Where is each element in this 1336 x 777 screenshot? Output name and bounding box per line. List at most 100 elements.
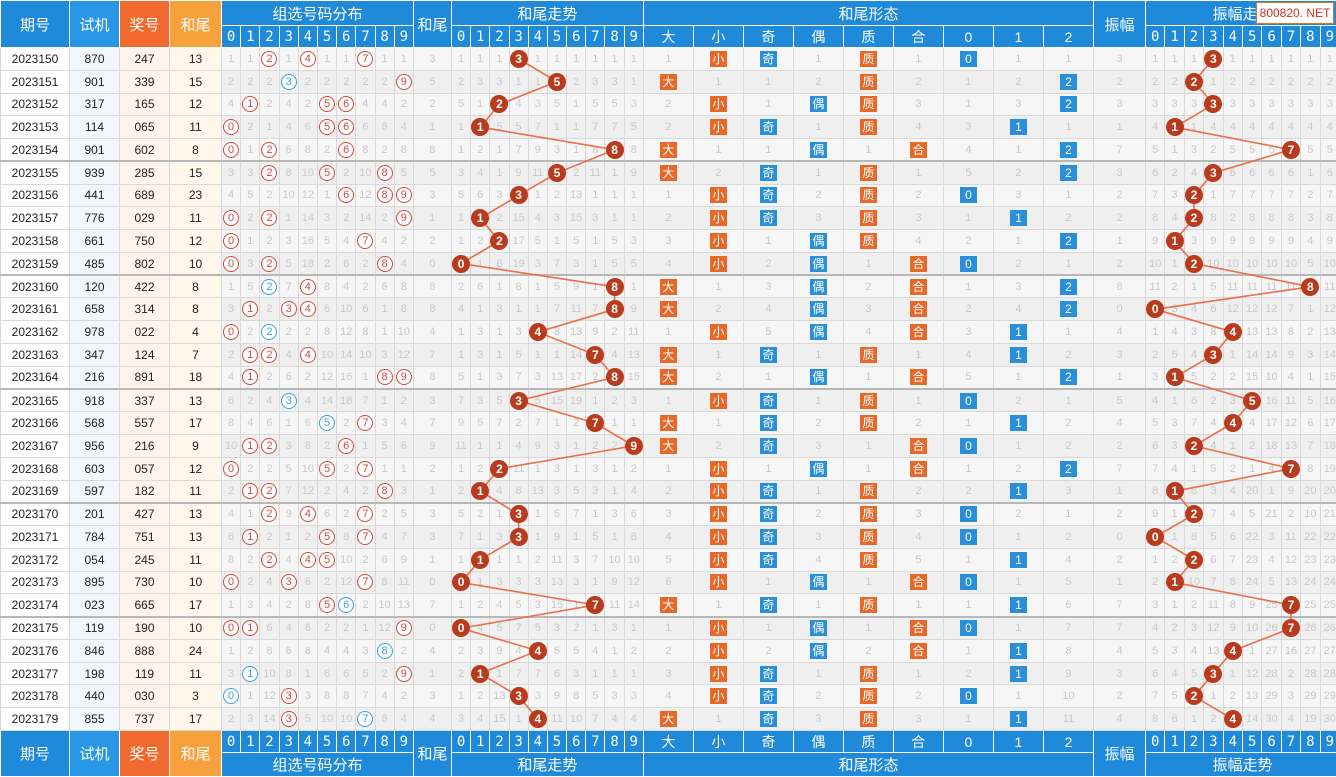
hw-form-tag: 质 <box>859 73 877 90</box>
amp-trend-cell: 1 <box>1183 115 1205 140</box>
hw-form-cell: 2 <box>992 251 1044 276</box>
hw-form-cell: 1 <box>1042 501 1095 527</box>
zx-cell: 12 <box>393 342 414 367</box>
hw-trend-cell: 1 <box>450 115 472 140</box>
zx-cell: 4 <box>240 411 261 436</box>
hw-trend-cell: 4 <box>604 707 625 731</box>
hw-trend-cell: 7 <box>508 138 529 162</box>
hw-form-cell: 奇 <box>742 160 794 185</box>
hw-form-cell: 合 <box>892 434 944 458</box>
amp-trend-cell: 4 <box>1300 115 1321 140</box>
amp-trend-cell: 1 <box>1164 387 1185 413</box>
amp-trend-cell: 1 <box>1164 479 1185 504</box>
amp-trend-cell: 6 <box>1145 661 1166 686</box>
zx-cell: 4 <box>316 638 338 663</box>
hw-form-cell: 1 <box>942 274 994 299</box>
amp-trend-cell: 8 <box>1280 206 1302 231</box>
hw-form-cell: 大 <box>642 160 694 185</box>
amp-trend-cell: 13 <box>1241 684 1263 709</box>
zx-cell: 4 <box>278 115 299 140</box>
amp-trend-cell: 22 <box>1319 525 1336 549</box>
amp-trend-cell: 3 <box>1261 92 1282 117</box>
zx-cell: 2 <box>259 501 280 527</box>
hw-trend-cell: 7 <box>489 411 510 436</box>
trial-cell: 661 <box>69 229 120 253</box>
hw-trend-ball: 2 <box>490 95 509 114</box>
hw-trend-cell: 15 <box>489 707 510 731</box>
zx-cell: 1 <box>259 115 280 140</box>
hw-form-cell: 大 <box>642 411 694 436</box>
amp-trend-cell: 0 <box>1145 297 1166 322</box>
amp-trend-cell: 11 <box>1319 274 1336 299</box>
zx-cell: 1 <box>240 229 261 253</box>
hw-trend-cell: 3 <box>546 434 568 458</box>
hw-form-cell: 质 <box>842 115 894 140</box>
hw-form-cell: 1 <box>992 707 1044 731</box>
header-form-col-8: 2 <box>1042 25 1095 48</box>
zx-hit-marker: 3 <box>280 711 297 728</box>
zx-cell: 5 <box>316 160 338 185</box>
zx-cell: 10 <box>355 342 376 367</box>
hw-trend-cell: 3 <box>508 501 529 527</box>
amp-trend-cell: 9 <box>1319 229 1336 253</box>
hw-form-cell: 质 <box>842 387 894 413</box>
hw-form-cell: 小 <box>692 387 744 413</box>
amp-trend-cell: 8 <box>1280 320 1302 344</box>
zx-cell: 1 <box>278 47 299 71</box>
hw-trend-cell: 5 <box>508 342 529 367</box>
amp-trend-cell: 5 <box>1261 570 1282 595</box>
zx-cell: 6 <box>374 274 395 299</box>
hewei-footer-cell: 和尾 <box>412 730 452 777</box>
amp-trend-cell: 14 <box>1241 342 1263 367</box>
amp-trend-cell: 4 <box>1222 411 1243 436</box>
amp-trend-cell: 4 <box>1203 434 1224 458</box>
hw-trend-cell: 3 <box>508 320 529 344</box>
hw-trend-cell: 5 <box>623 251 644 276</box>
prize-cell: 557 <box>119 411 170 436</box>
zx-cell: 4 <box>297 274 318 299</box>
hw-form-cell: 奇 <box>742 707 794 731</box>
amp-cell: 7 <box>1093 615 1147 640</box>
amp-trend-cell: 3 <box>1203 342 1224 367</box>
zx-cell: 5 <box>316 547 338 572</box>
amp-trend-cell: 2 <box>1203 387 1224 413</box>
hw-trend-cell: 1 <box>450 684 472 709</box>
amp-trend-cell: 16 <box>1261 387 1282 413</box>
amp-trend-cell: 3 <box>1300 92 1321 117</box>
header-zx-col-1: 1 <box>240 25 261 48</box>
amp-trend-cell: 2 <box>1164 69 1185 94</box>
hw-form-cell: 偶 <box>792 251 844 276</box>
hw-form-tag: 0 <box>959 50 977 67</box>
zx-cell: 5 <box>316 229 338 253</box>
site-watermark[interactable]: 800820. NET <box>1256 2 1334 24</box>
hw-form-cell: 3 <box>892 707 944 731</box>
hw-trend-cell: 9 <box>450 411 472 436</box>
hw-form-tag: 合 <box>909 369 927 386</box>
zx-cell: 4 <box>259 387 280 413</box>
trial-cell: 870 <box>69 47 120 71</box>
hw-trend-cell: 9 <box>566 274 587 299</box>
zx-hit-marker: 0 <box>223 210 240 227</box>
footer-form-col-8: 2 <box>1042 730 1095 753</box>
zx-cell: 10 <box>316 342 338 367</box>
hw-trend-cell: 13 <box>527 479 548 504</box>
hw-form-tag: 0 <box>959 392 977 409</box>
zx-hit-marker: 4 <box>299 346 316 363</box>
amp-trend-cell: 12 <box>1280 411 1302 436</box>
trial-cell: 440 <box>69 684 120 709</box>
amp-trend-cell: 3 <box>1300 342 1321 367</box>
hw-trend-cell: 2 <box>623 638 644 663</box>
hw-trend-cell: 3 <box>508 47 529 71</box>
zx-hit-marker: 1 <box>242 301 259 318</box>
zx-cell: 6 <box>297 115 318 140</box>
header-amp-col-2: 2 <box>1183 25 1205 48</box>
zx-cell: 2 <box>240 69 261 94</box>
amp-trend-cell: 4 <box>1222 707 1243 731</box>
zx-cell: 10 <box>297 160 318 185</box>
hw-form-cell: 2 <box>1042 365 1095 390</box>
hw-form-tag: 奇 <box>759 528 777 545</box>
amp-trend-cell: 19 <box>1300 707 1321 731</box>
hw-form-cell: 质 <box>842 183 894 208</box>
amp-trend-cell: 11 <box>1280 274 1302 299</box>
hw-form-cell: 1 <box>992 365 1044 390</box>
